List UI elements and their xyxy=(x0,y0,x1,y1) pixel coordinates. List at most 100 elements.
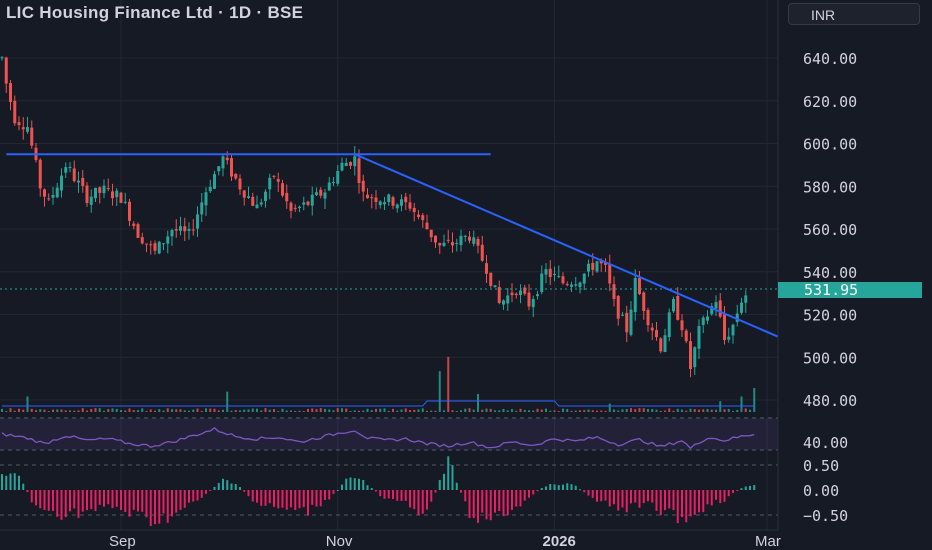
macd-bar xyxy=(702,490,705,513)
volume-bar xyxy=(234,410,237,412)
candle-body xyxy=(544,269,548,275)
macd-bar xyxy=(366,485,369,490)
volume-bar xyxy=(26,396,29,412)
candle-body xyxy=(599,260,603,264)
volume-bar xyxy=(30,408,33,412)
macd-bar xyxy=(583,490,586,493)
volume-bar xyxy=(736,409,739,412)
candle-body xyxy=(548,268,552,278)
candle-body xyxy=(285,192,289,202)
macd-bar xyxy=(719,490,722,504)
candle-body xyxy=(217,166,221,172)
volume-bar xyxy=(332,410,335,412)
volume-bar xyxy=(574,410,577,412)
macd-bar xyxy=(243,490,246,492)
macd-bar xyxy=(536,490,539,492)
candle-body xyxy=(557,276,561,278)
volume-bar xyxy=(217,410,220,412)
volume-bar xyxy=(128,408,131,412)
candle-body xyxy=(268,177,272,190)
volume-bar xyxy=(413,409,416,412)
volume-bar xyxy=(659,410,662,412)
candle-body xyxy=(438,242,442,246)
volume-bar xyxy=(387,410,390,412)
volume-bar xyxy=(426,410,428,412)
macd-bar xyxy=(18,475,20,490)
macd-bar xyxy=(145,490,148,518)
candle-body xyxy=(510,292,514,296)
macd-bar xyxy=(234,484,237,490)
macd-bar xyxy=(35,490,37,506)
candle-body xyxy=(77,180,80,183)
candle-body xyxy=(89,196,93,205)
price-tick-label: 600.00 xyxy=(803,136,857,154)
volume-bar xyxy=(400,409,403,412)
volume-bar xyxy=(5,410,8,412)
volume-bar xyxy=(715,409,717,412)
volume-bar xyxy=(9,408,12,412)
macd-bar xyxy=(515,490,518,507)
volume-bar xyxy=(409,410,411,412)
macd-bar xyxy=(472,490,475,519)
macd-bar xyxy=(179,490,182,510)
volume-bar xyxy=(166,408,169,412)
volume-bar xyxy=(77,410,80,412)
macd-bar xyxy=(549,484,552,490)
macd-bar xyxy=(659,490,662,516)
candle-body xyxy=(536,294,539,297)
macd-bar xyxy=(608,490,611,507)
volume-bar xyxy=(693,409,696,412)
volume-bar xyxy=(60,409,63,412)
macd-bar xyxy=(311,490,314,505)
macd-bar xyxy=(532,490,535,495)
macd-bar xyxy=(154,490,156,525)
volume-bar xyxy=(421,408,424,412)
macd-bar xyxy=(328,490,331,500)
macd-bar xyxy=(60,490,63,520)
candle-body xyxy=(60,175,63,191)
candle-body xyxy=(497,287,501,303)
macd-bar xyxy=(26,490,29,493)
macd-bar xyxy=(600,490,603,502)
macd-bar xyxy=(638,490,641,508)
macd-bar xyxy=(489,490,492,521)
candle-body xyxy=(523,287,527,294)
price-candles xyxy=(0,55,748,378)
candle-body xyxy=(493,285,497,288)
macd-bar xyxy=(362,480,365,490)
candle-body xyxy=(310,194,314,206)
macd-bar xyxy=(103,490,105,507)
macd-bar xyxy=(196,490,199,501)
volume-bar xyxy=(642,408,645,412)
currency-selector[interactable]: INR xyxy=(788,3,920,25)
candle-body xyxy=(612,284,616,300)
volume-panel xyxy=(1,356,756,412)
macd-bar xyxy=(506,490,509,516)
volume-bar xyxy=(230,410,233,412)
candle-body xyxy=(336,171,340,184)
candle-body xyxy=(472,237,476,244)
volume-bar xyxy=(341,408,343,412)
volume-bar xyxy=(290,410,292,412)
macd-bar xyxy=(617,490,620,511)
volume-bar xyxy=(137,410,139,412)
candle-body xyxy=(357,158,361,184)
macd-bar xyxy=(158,490,161,524)
candle-body xyxy=(531,299,535,308)
volume-bar xyxy=(625,408,628,412)
macd-bar xyxy=(307,490,309,516)
candle-body xyxy=(225,157,229,161)
candle-body xyxy=(327,182,331,191)
macd-bar xyxy=(723,490,726,502)
macd-bar xyxy=(281,490,284,508)
trendlines xyxy=(0,153,802,348)
volume-bar xyxy=(617,410,620,412)
volume-bar xyxy=(115,408,118,412)
price-tick-label: 480.00 xyxy=(803,392,857,410)
volume-bar xyxy=(562,408,564,412)
candle-body xyxy=(582,273,586,284)
macd-bar xyxy=(298,490,301,509)
candle-body xyxy=(527,292,531,307)
candle-body xyxy=(383,202,386,205)
